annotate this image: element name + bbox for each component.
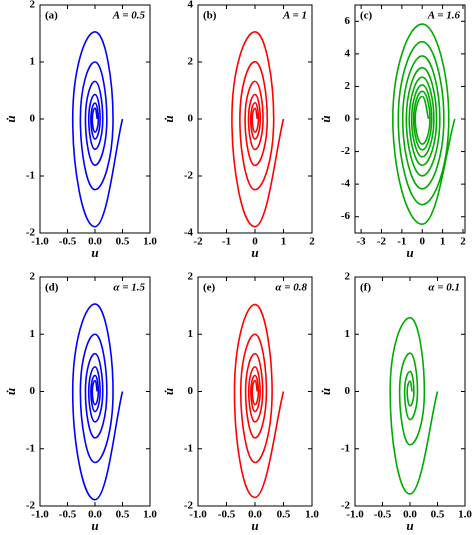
y-tick-label: 0 <box>345 113 351 125</box>
x-tick-label: 0.0 <box>88 509 102 521</box>
x-tick-label: -1 <box>222 236 231 248</box>
y-tick-label: 2 <box>345 271 351 283</box>
y-axis-label: u̇ <box>3 115 18 122</box>
y-axis-label: u̇ <box>318 388 333 395</box>
x-tick-label: -2 <box>193 236 203 248</box>
y-axis-label: u̇ <box>161 388 176 395</box>
y-tick-label: -4 <box>184 227 194 239</box>
y-tick-label: -4 <box>341 178 351 190</box>
x-tick-label: -1 <box>397 236 406 248</box>
y-tick-label: 2 <box>188 271 194 283</box>
y-tick-label: 6 <box>345 15 351 27</box>
y-axis-label: u̇ <box>3 388 18 395</box>
y-axis-label: u̇ <box>318 115 333 122</box>
plot-frame <box>197 4 313 234</box>
x-tick-label: 1 <box>440 236 446 248</box>
trajectory <box>71 30 124 228</box>
x-tick-label: 0.0 <box>88 236 102 248</box>
x-axis-label: u <box>251 245 258 260</box>
annotation: α = 0.8 <box>275 282 307 294</box>
x-tick-label: 1 <box>281 236 287 248</box>
y-tick-label: 2 <box>30 0 36 11</box>
x-axis-label: u <box>406 518 413 533</box>
y-tick-label: 0 <box>30 385 36 397</box>
x-tick-label: 2 <box>460 236 466 248</box>
panel-label: (b) <box>203 10 217 22</box>
y-tick-label: 2 <box>30 271 36 283</box>
y-tick-label: -2 <box>184 170 194 182</box>
annotation: A = 1.6 <box>427 10 461 22</box>
y-tick-label: 2 <box>345 80 351 92</box>
x-tick-label: -1.0 <box>31 236 49 248</box>
plot-frame <box>354 276 466 507</box>
x-axis-label: u <box>251 518 258 533</box>
y-tick-label: -2 <box>341 500 351 512</box>
panel-label: (a) <box>45 10 58 22</box>
x-tick-label: 2 <box>309 236 315 248</box>
annotation: A = 0.5 <box>112 10 146 22</box>
plot-frame <box>197 276 313 507</box>
y-tick-label: 1 <box>345 328 351 340</box>
annotation: A = 1 <box>282 10 307 22</box>
x-tick-label: -0.5 <box>59 236 77 248</box>
y-tick-label: -2 <box>26 227 36 239</box>
panel-label: (c) <box>360 10 373 22</box>
x-tick-label: 0 <box>252 236 258 248</box>
x-axis-label: u <box>91 245 98 260</box>
annotation: α = 1.5 <box>113 282 145 294</box>
x-tick-label: 1.0 <box>143 509 157 521</box>
y-tick-label: 0 <box>188 385 194 397</box>
y-tick-label: 0 <box>30 113 36 125</box>
trajectory <box>389 316 439 495</box>
plot-frame <box>39 276 151 507</box>
x-tick-label: 0.5 <box>277 509 291 521</box>
x-tick-label: 0.0 <box>403 509 417 521</box>
x-tick-label: 1.0 <box>458 509 472 521</box>
y-axis-label: u̇ <box>161 115 176 122</box>
x-tick-label: -3 <box>357 236 367 248</box>
x-tick-label: -0.5 <box>218 509 236 521</box>
y-tick-label: -2 <box>26 500 36 512</box>
panel-label: (f) <box>360 282 371 294</box>
x-tick-label: -1.0 <box>31 509 49 521</box>
x-tick-label: 0.5 <box>116 509 130 521</box>
x-tick-label: -2 <box>377 236 387 248</box>
plot-frame <box>39 4 151 234</box>
x-tick-label: 0.0 <box>248 509 262 521</box>
x-tick-label: -1.0 <box>346 509 364 521</box>
y-tick-label: -6 <box>341 210 351 222</box>
y-tick-label: 1 <box>30 328 36 340</box>
y-tick-label: -1 <box>341 442 350 454</box>
y-tick-label: -1 <box>184 442 193 454</box>
trajectory <box>233 303 285 499</box>
trajectory <box>392 23 456 226</box>
x-tick-label: -0.5 <box>374 509 392 521</box>
y-tick-label: 4 <box>345 47 351 59</box>
x-tick-label: 0.5 <box>116 236 130 248</box>
y-tick-label: -2 <box>341 145 351 157</box>
trajectory <box>71 303 124 501</box>
trajectory <box>231 30 285 228</box>
y-tick-label: 0 <box>345 385 351 397</box>
panel-label: (e) <box>203 282 216 294</box>
x-tick-label: 0.5 <box>431 509 445 521</box>
y-tick-label: -2 <box>184 500 194 512</box>
x-tick-label: -0.5 <box>59 509 77 521</box>
x-tick-label: 0 <box>419 236 425 248</box>
annotation: α = 0.1 <box>428 282 460 294</box>
panel-label: (d) <box>45 282 59 294</box>
y-tick-label: 1 <box>188 328 194 340</box>
x-axis-label: u <box>91 518 98 533</box>
y-tick-label: 0 <box>188 113 194 125</box>
x-axis-label: u <box>406 245 413 260</box>
y-tick-label: -1 <box>26 442 35 454</box>
y-tick-label: 4 <box>188 0 194 11</box>
y-tick-label: -1 <box>26 170 35 182</box>
y-tick-label: 2 <box>188 56 194 68</box>
x-tick-label: 1.0 <box>305 509 319 521</box>
x-tick-label: 1.0 <box>143 236 157 248</box>
y-tick-label: 1 <box>30 56 36 68</box>
x-tick-label: -1.0 <box>189 509 207 521</box>
